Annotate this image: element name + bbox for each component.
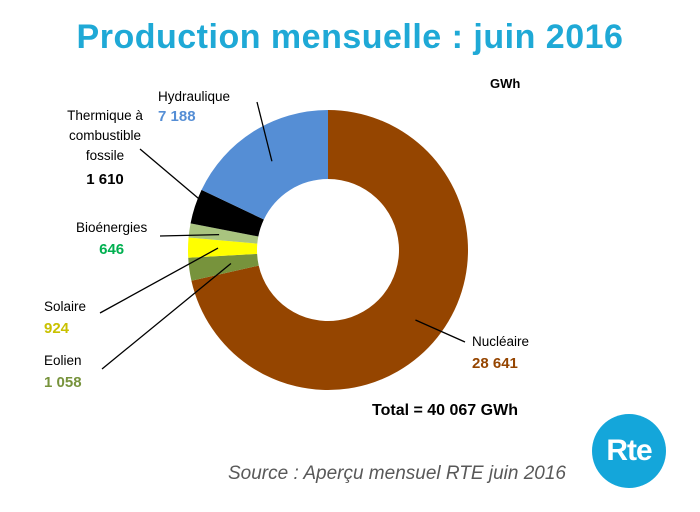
label-nucleaire: Nucléaire 28 641 — [472, 332, 529, 374]
slice-name-solaire: Solaire — [44, 299, 87, 314]
slice-name-nucleaire: Nucléaire — [472, 334, 530, 349]
donut-slice-3 — [188, 223, 259, 244]
rte-logo: Rte — [592, 414, 666, 488]
source-text: Source : Aperçu mensuel RTE juin 2016 — [228, 463, 566, 484]
donut-slice-2 — [188, 237, 258, 258]
slice-name-hydraulique: Hydraulique — [158, 89, 231, 104]
slice-value-hydraulique: 7 188 — [158, 108, 196, 125]
donut-slice-1 — [188, 253, 259, 281]
slice-value-bioenergies: 646 — [99, 241, 125, 258]
slice-value-eolien: 1 058 — [44, 374, 82, 391]
donut-slice-0 — [191, 110, 469, 390]
leader-line-4 — [139, 148, 217, 214]
leader-line-3 — [159, 233, 220, 237]
label-eolien: Eolien 1 058 — [44, 351, 82, 393]
leader-line-2 — [99, 247, 219, 314]
label-solaire: Solaire 924 — [44, 297, 86, 339]
leader-line-0 — [415, 319, 466, 343]
donut-slice-4 — [190, 189, 264, 237]
label-thermique: Thermique à combustible fossile 1 610 — [45, 106, 165, 190]
slice-name-thermique: Thermique à combustible fossile — [67, 108, 143, 163]
leader-line-5 — [256, 101, 273, 162]
slice-name-bioenergies: Bioénergies — [76, 220, 148, 235]
unit-label: GWh — [490, 76, 521, 91]
slice-value-thermique: 1 610 — [86, 171, 124, 188]
slice-value-nucleaire: 28 641 — [472, 355, 518, 372]
slice-name-eolien: Eolien — [44, 353, 82, 368]
leader-line-1 — [101, 262, 232, 370]
chart-title: Production mensuelle : juin 2016 — [76, 18, 624, 56]
donut-slice-5 — [201, 110, 328, 220]
slice-value-solaire: 924 — [44, 320, 70, 337]
label-hydraulique: Hydraulique 7 188 — [158, 87, 230, 127]
label-bioenergies: Bioénergies 646 — [76, 218, 147, 260]
total-label: Total = 40 067 GWh — [372, 402, 518, 419]
logo-text: Rte — [606, 434, 652, 467]
